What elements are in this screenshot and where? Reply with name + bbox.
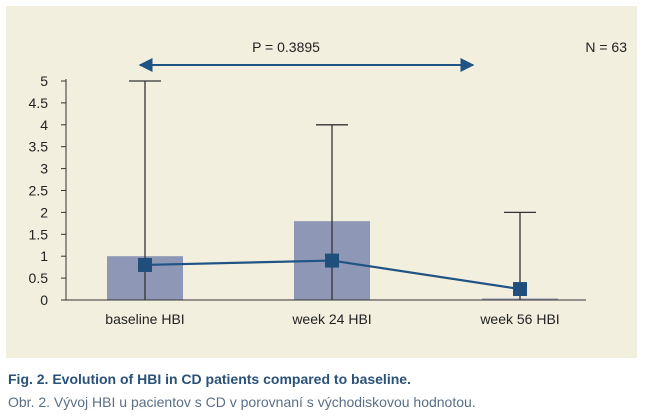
y-tick-label-3: 1.5 [29,226,49,242]
x-tick-label-0: baseline HBI [105,311,184,327]
figure-caption-title: Fig. 2. Evolution of HBI in CD patients … [8,371,411,387]
y-tick-label-4: 2 [40,204,48,220]
y-tick-label-2: 1 [40,248,48,264]
p-value-annotation: P = 0.3895 [252,39,320,55]
figure-panel: 0 0.5 1 1.5 2 2.5 3 3.5 4 4.5 5 baseline HBI week 24… [6,6,637,358]
y-tick-label-5: 2.5 [29,183,49,199]
mean-point-0 [138,257,152,272]
y-tick-label-7: 3.5 [29,139,49,155]
x-tick-label-2: week 56 HBI [479,311,559,327]
figure-caption-subtitle: Obr. 2. Vývoj HBI u pacientov s CD v por… [8,394,476,410]
y-tick-label-1: 0.5 [29,270,49,286]
y-tick-label-9: 4.5 [29,95,49,111]
y-tick-label-6: 3 [40,161,48,177]
chart: 0 0.5 1 1.5 2 2.5 3 3.5 4 4.5 5 baseline HBI week 24… [29,39,628,327]
y-tick-label-0: 0 [40,292,48,308]
y-tick-label-10: 5 [40,73,48,89]
mean-point-1 [325,253,339,268]
mean-point-2 [513,282,527,297]
n-annotation: N = 63 [585,39,627,55]
x-tick-label-1: week 24 HBI [291,311,371,327]
y-tick-label-8: 4 [40,117,48,133]
